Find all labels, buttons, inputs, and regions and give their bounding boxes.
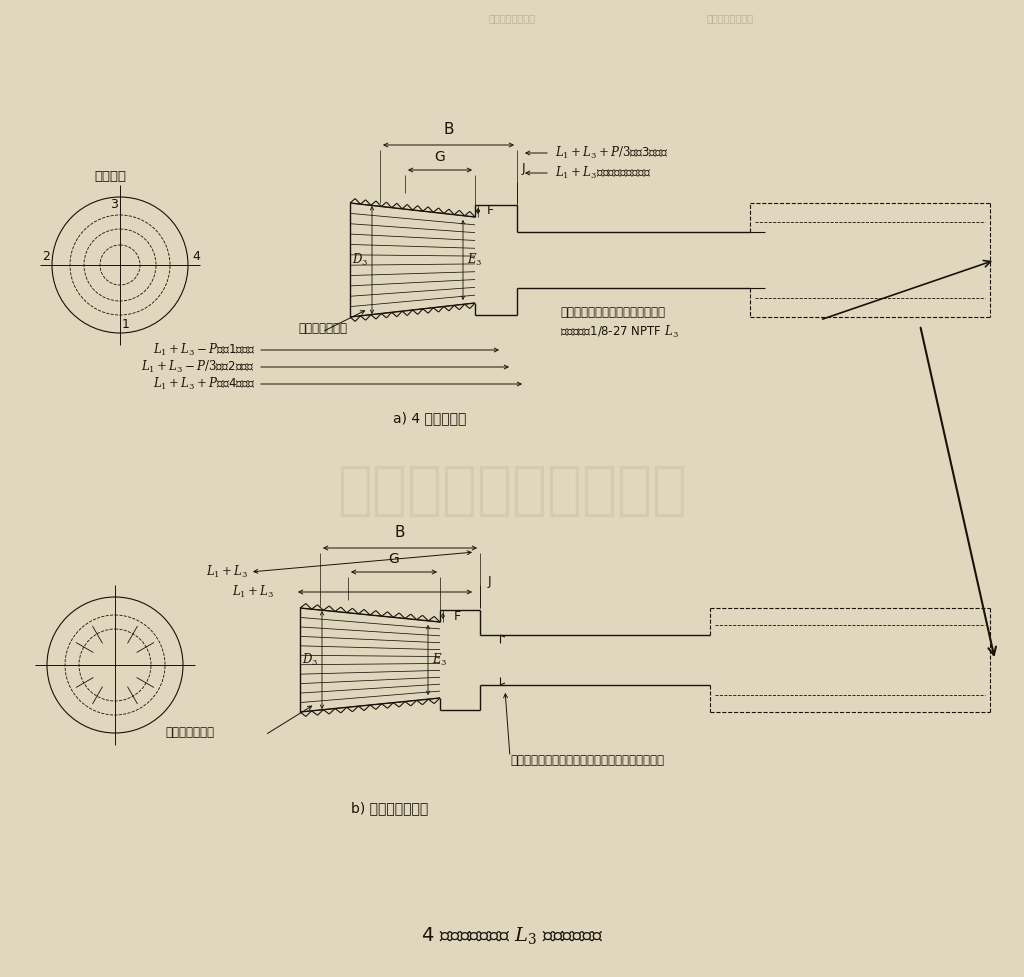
Text: 台阶标记: 台阶标记 (94, 170, 126, 183)
Text: 4: 4 (193, 250, 200, 264)
Text: $L_1+L_3-P/3$（第2台阶）: $L_1+L_3-P/3$（第2台阶） (141, 359, 255, 375)
Text: 上海良机工具有限公司: 上海良机工具有限公司 (337, 461, 687, 519)
Text: J: J (488, 575, 492, 588)
Text: G: G (389, 552, 399, 566)
Text: 1: 1 (122, 319, 130, 331)
Text: F: F (487, 204, 495, 218)
Text: $D_3$: $D_3$ (302, 652, 318, 668)
Text: 有锥度或为圆柱的带有退刀槽（两种设计都适用）: 有锥度或为圆柱的带有退刀槽（两种设计都适用） (510, 753, 664, 767)
Text: B: B (443, 122, 454, 137)
Text: a) 4 台阶型设计: a) 4 台阶型设计 (393, 411, 467, 425)
Text: $L_1+L_3$: $L_1+L_3$ (232, 584, 274, 600)
Text: 3: 3 (110, 198, 118, 211)
Text: 去除不完整螺纹: 去除不完整螺纹 (165, 726, 214, 739)
Text: $E_3$: $E_3$ (432, 652, 447, 668)
Text: 4 台阶型或基本型 $L_3$ 圆锥螺纹塞规: 4 台阶型或基本型 $L_3$ 圆锥螺纹塞规 (421, 924, 603, 946)
Text: 2: 2 (42, 250, 50, 264)
Text: b) 基本台阶型设计: b) 基本台阶型设计 (351, 801, 429, 815)
Text: F: F (454, 610, 461, 622)
Text: 量规标记：1/8-27 NPTF $L_3$: 量规标记：1/8-27 NPTF $L_3$ (560, 324, 679, 340)
Text: $D_3$: $D_3$ (351, 252, 368, 268)
Text: B: B (394, 525, 406, 540)
Text: 基本螺距规格螺距: 基本螺距规格螺距 (488, 13, 536, 23)
Text: $L_1+L_3+P/3$（第3台阶）: $L_1+L_3+P/3$（第3台阶） (555, 145, 669, 161)
Text: $E_3$: $E_3$ (467, 252, 482, 268)
Text: 量规标记刻在量规的轴上和手柄上: 量规标记刻在量规的轴上和手柄上 (560, 306, 665, 319)
Text: G: G (434, 150, 445, 164)
Text: 去除不完整螺纹: 去除不完整螺纹 (298, 321, 347, 334)
Text: $L_1+L_3-P$（第1台阶）: $L_1+L_3-P$（第1台阶） (153, 342, 255, 358)
Text: $L_1+L_3$（参考尺寸无台阶）: $L_1+L_3$（参考尺寸无台阶） (555, 165, 651, 181)
Text: 基本螺距整套信号: 基本螺距整套信号 (707, 13, 754, 23)
Text: $L_1+L_3+P$（第4台阶）: $L_1+L_3+P$（第4台阶） (153, 376, 255, 392)
Text: J: J (522, 162, 525, 175)
Text: $L_1+L_3$: $L_1+L_3$ (206, 564, 248, 580)
